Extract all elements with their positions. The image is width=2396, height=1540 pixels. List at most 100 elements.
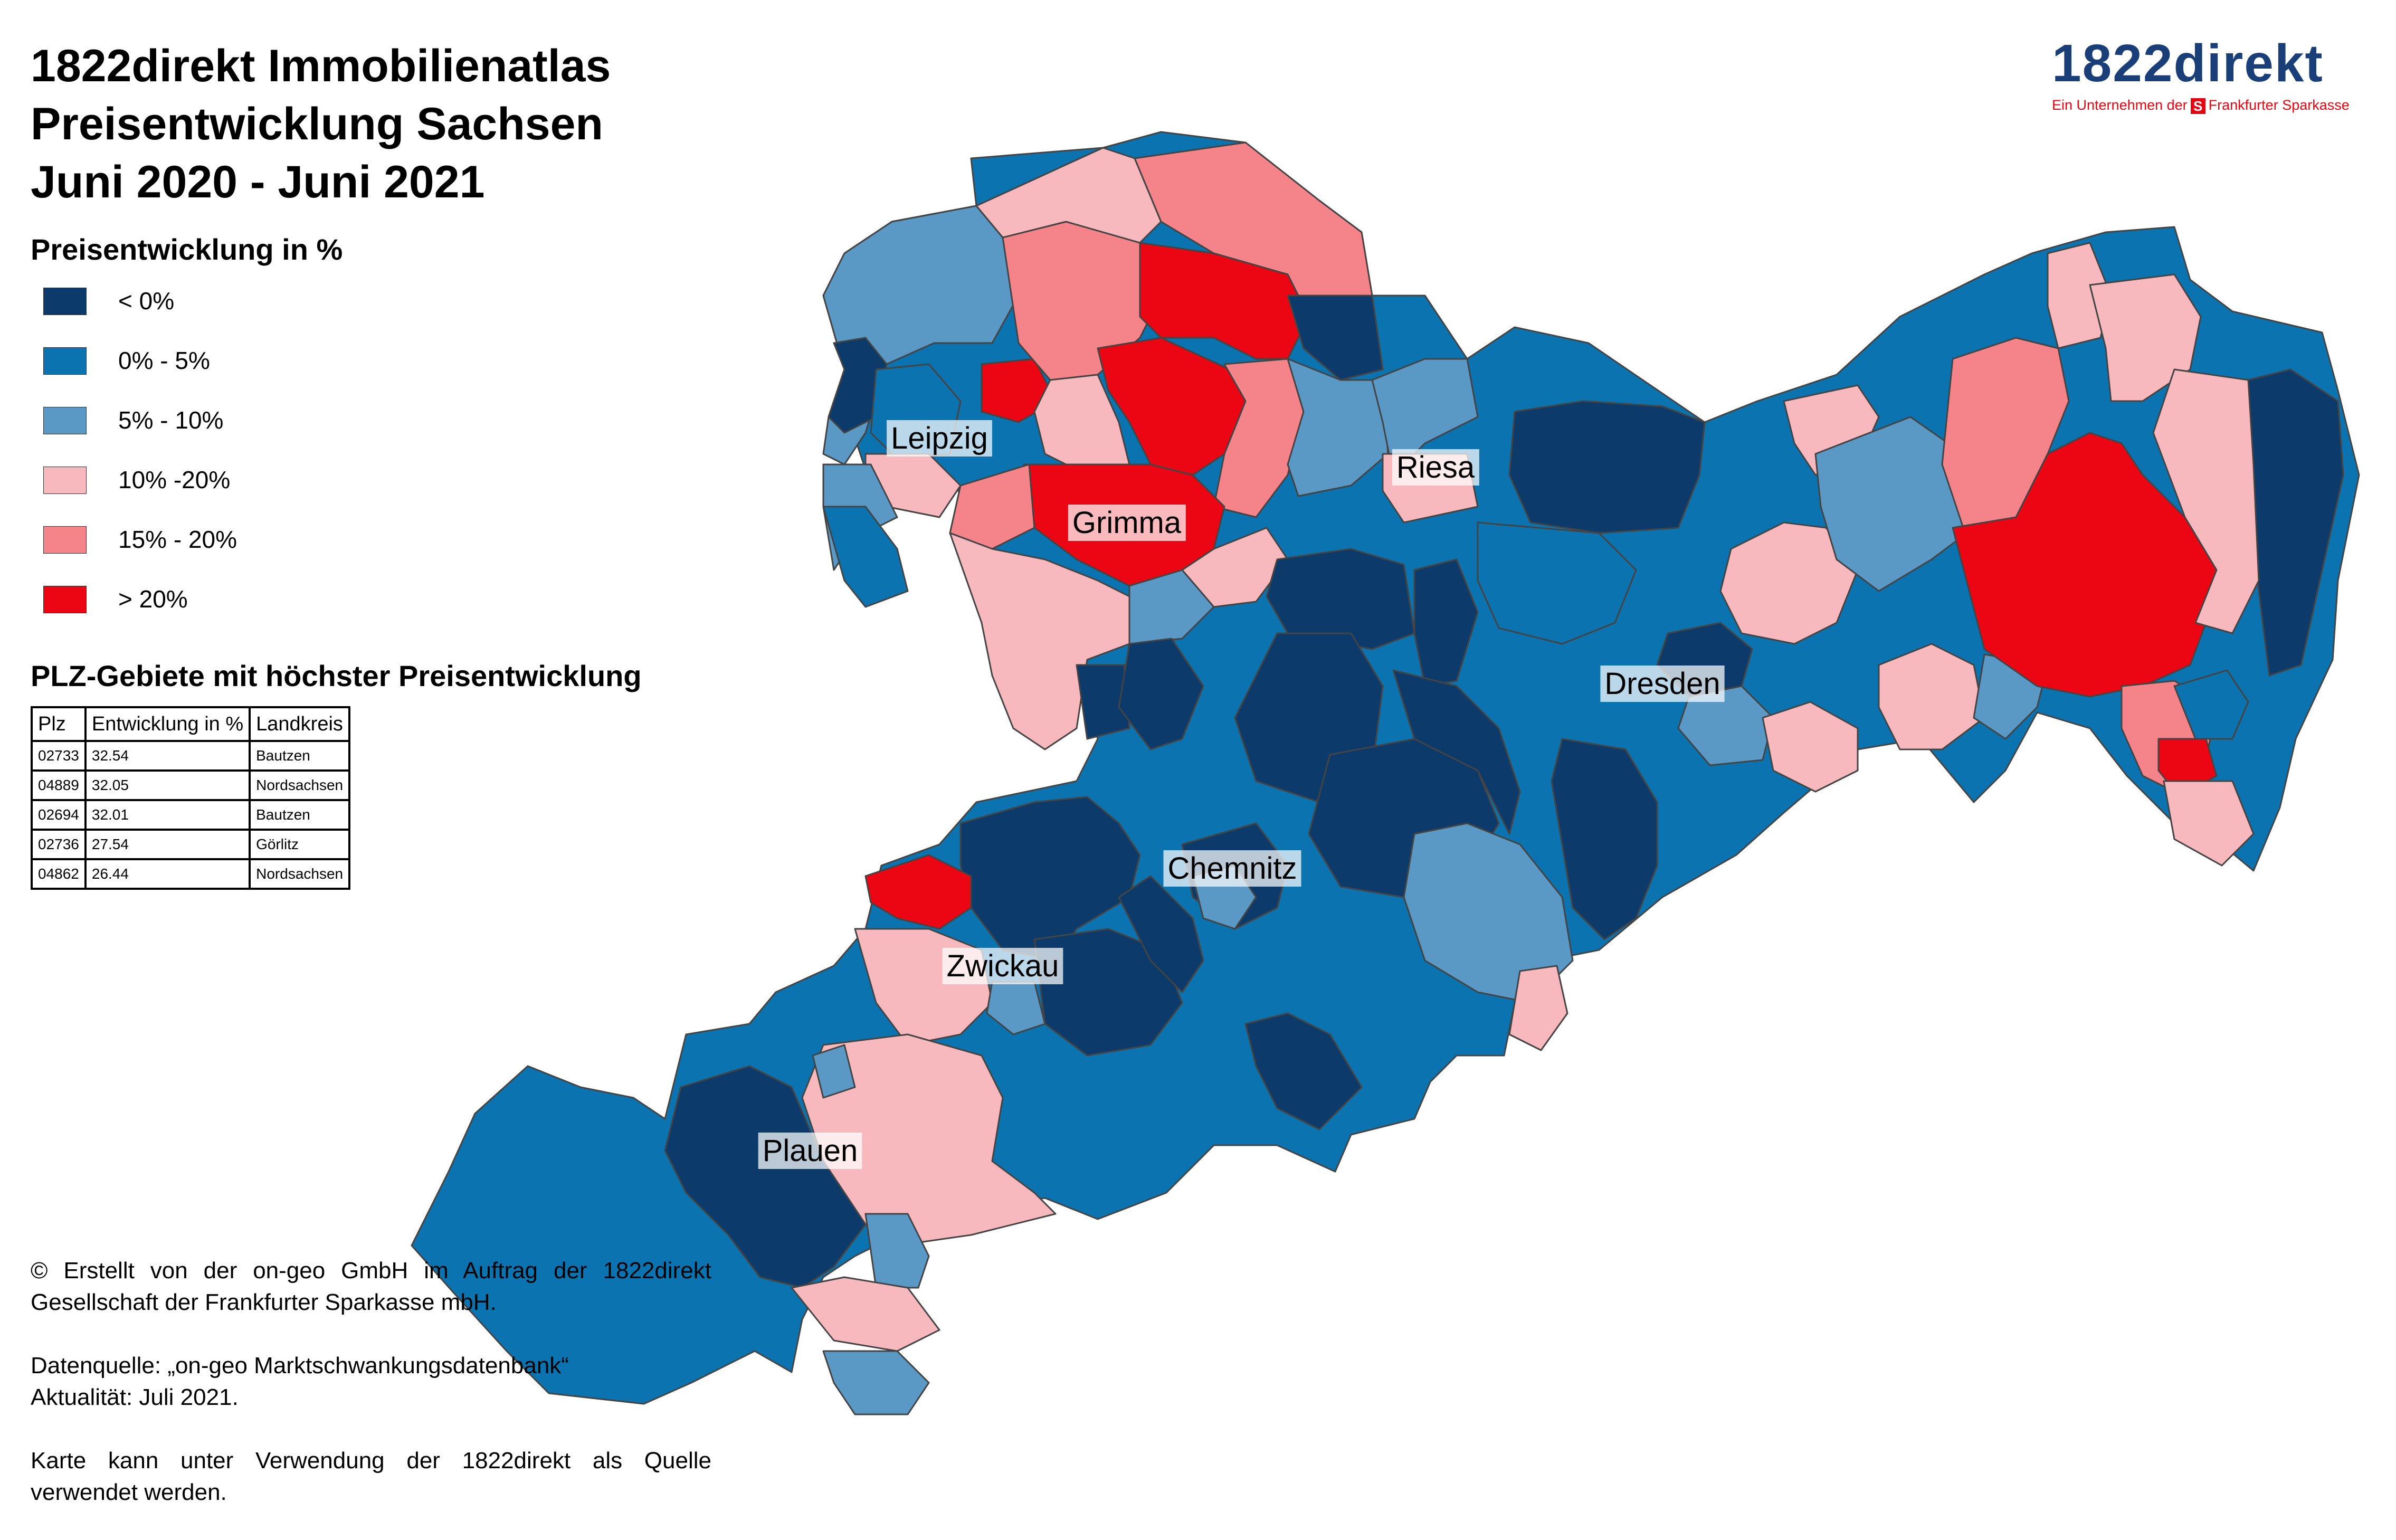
column-header-plz: Plz — [31, 706, 87, 742]
table-cell: 02733 — [31, 740, 87, 772]
city-label-grimma: Grimma — [1068, 505, 1186, 541]
table-cell: 27.54 — [84, 829, 251, 860]
logo-tagline: Ein Unternehmen der S Frankfurter Sparkass… — [2052, 97, 2350, 114]
credits-usage: Karte kann unter Verwendung der 1822dire… — [31, 1445, 711, 1508]
map-region-roch-neg — [1076, 664, 1130, 740]
map-region-lausitz-mid — [1814, 416, 1975, 592]
city-label-riesa: Riesa — [1392, 449, 1479, 486]
credits-line: Aktualität: Juli 2021. — [31, 1384, 239, 1410]
table-row: 04889 32.05 Nordsachsen — [31, 769, 351, 801]
credits-source: Datenquelle: „on-geo Marktschwankungsdat… — [31, 1350, 711, 1413]
legend-swatch — [43, 586, 87, 613]
table-cell: 26.44 — [84, 858, 251, 890]
credits-line: Datenquelle: „on-geo Marktschwankungsdat… — [31, 1353, 569, 1379]
city-name: Grimma — [1072, 506, 1182, 540]
city-label-bg — [1068, 505, 1186, 541]
map-region-east-pink-big — [2152, 368, 2260, 634]
credits-line: verwendet werden. — [31, 1479, 227, 1505]
legend-label: 0% - 5% — [118, 347, 210, 374]
map-region-freiberg-e — [1551, 738, 1658, 940]
map-region-vogt-red — [864, 854, 972, 930]
map-region-south-grimma — [949, 532, 1141, 750]
map-region-dresden-se — [1762, 701, 1859, 793]
tagline-text: Ein Unternehmen der — [2052, 97, 2188, 113]
map-region-riesa-w — [1371, 358, 1479, 476]
tagline-text: Frankfurter Sparkasse — [2208, 97, 2350, 113]
table-cell: 02694 — [31, 799, 87, 831]
legend-label: 5% - 10% — [118, 406, 224, 434]
map-region-chem-east — [1392, 669, 1521, 835]
column-header-landkreis: Landkreis — [249, 706, 351, 742]
table-cell: 04862 — [31, 858, 87, 890]
map-region-grimma-n — [1097, 337, 1247, 476]
legend-swatch — [43, 288, 87, 315]
city-name: Dresden — [1604, 667, 1720, 701]
map-region-pirna-n — [1878, 643, 1985, 750]
city-label-zwickau: Zwickau — [942, 948, 1063, 984]
city-name: Leipzig — [891, 421, 988, 455]
column-header-entwicklung: Entwicklung in % — [84, 706, 251, 742]
legend-label: 15% - 20% — [118, 526, 237, 553]
title-line-2: Preisentwicklung Sachsen — [31, 99, 603, 149]
table-cell: 32.54 — [84, 740, 251, 772]
table-cell: Bautzen — [249, 799, 351, 831]
brand-logo: 1822direkt Ein Unternehmen der S Frankfurt… — [2052, 32, 2350, 114]
city-label-bg — [758, 1133, 862, 1169]
table-cell: Bautzen — [249, 740, 351, 772]
table-row: 02733 32.54 Bautzen — [31, 740, 351, 772]
legend-heading: Preisentwicklung in % — [31, 233, 343, 266]
map-region-plauen — [664, 1065, 867, 1289]
table-cell: Nordsachsen — [249, 769, 351, 801]
city-label-dresden: Dresden — [1600, 666, 1725, 702]
map-region-erz-mid — [1244, 1012, 1363, 1130]
table-cell: 32.01 — [84, 799, 251, 831]
map-region-nord-top — [975, 147, 1162, 244]
title-line-3: Juni 2020 - Juni 2021 — [31, 157, 485, 207]
map-region-vogt-tip — [822, 1350, 930, 1415]
legend-swatch — [43, 347, 87, 375]
legend-label: 10% -20% — [118, 466, 231, 493]
top-plz-table: Plz Entwicklung in % Landkreis 02733 32.… — [31, 706, 351, 890]
map-region-doebeln-n — [1266, 548, 1415, 650]
logo-wordmark: 1822direkt — [2052, 34, 2324, 93]
table-header-row: Plz Entwicklung in % Landkreis — [31, 706, 351, 742]
map-region-meissen-w — [1413, 558, 1479, 687]
city-name: Chemnitz — [1168, 851, 1297, 886]
table-row: 04862 26.44 Nordsachsen — [31, 858, 351, 890]
map-region-grimma-s-blue — [1128, 569, 1215, 645]
credits: © Erstellt von der on-geo GmbH im Auftra… — [31, 1255, 711, 1540]
map-region-meissen-e — [1477, 521, 1637, 645]
city-label-bg — [942, 948, 1063, 984]
map-region-nord-ne — [1287, 294, 1384, 381]
map-region-goerlitz-blue-mid — [2173, 669, 2249, 740]
city-label-bg — [1163, 850, 1301, 887]
legend-swatch — [43, 526, 87, 554]
map-region-dresden-s — [1677, 685, 1774, 766]
credits-line: Gesellschaft der Frankfurter Sparkasse m… — [31, 1289, 497, 1315]
credits-line: © Erstellt von der on-geo GmbH im Auftra… — [31, 1258, 711, 1284]
legend-swatch — [43, 407, 87, 434]
map-region-dresden-n — [1719, 521, 1859, 645]
map-region-kamenz-top — [2047, 242, 2112, 349]
credits-copyright: © Erstellt von der on-geo GmbH im Auftra… — [31, 1255, 711, 1318]
city-name: Riesa — [1396, 450, 1475, 484]
map-region-erz-w — [1118, 875, 1204, 993]
legend-label: > 20% — [118, 585, 188, 613]
table-cell: Görlitz — [249, 829, 351, 860]
table-cell: 02736 — [31, 829, 87, 860]
legend-swatch — [43, 467, 87, 494]
map-region-vogt-blue-s — [864, 1213, 930, 1289]
city-label-leipzig: Leipzig — [887, 420, 992, 457]
city-label-bg — [1392, 449, 1479, 486]
legend-label: < 0% — [118, 287, 175, 315]
city-label-chemnitz: Chemnitz — [1163, 850, 1301, 887]
sparkasse-icon: S — [2190, 98, 2205, 114]
map-region-vogt-blue-w — [812, 1044, 856, 1099]
table-heading: PLZ-Gebiete mit höchster Preisentwicklun… — [31, 659, 642, 692]
map-region-sw-leipzig — [822, 506, 909, 608]
city-name: Zwickau — [947, 949, 1059, 983]
map-region-chem-nw — [1118, 638, 1204, 750]
map-region-altenberg — [1508, 965, 1568, 1051]
map-region-vogt-pink-s — [791, 1276, 940, 1352]
